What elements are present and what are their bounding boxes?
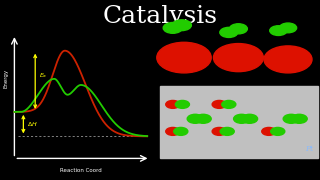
Text: Energy: Energy: [4, 69, 9, 88]
Text: Catalysis: Catalysis: [102, 5, 218, 28]
Circle shape: [174, 127, 188, 135]
Circle shape: [234, 114, 250, 123]
Circle shape: [222, 100, 236, 108]
Circle shape: [262, 127, 276, 135]
Circle shape: [157, 42, 211, 73]
Circle shape: [187, 114, 203, 123]
Bar: [160, 86, 318, 158]
Circle shape: [175, 100, 189, 108]
Circle shape: [279, 23, 297, 33]
Circle shape: [212, 100, 226, 108]
Circle shape: [179, 26, 184, 29]
Circle shape: [283, 114, 299, 123]
Circle shape: [172, 20, 191, 31]
Circle shape: [271, 127, 285, 135]
Circle shape: [166, 100, 180, 108]
Circle shape: [270, 26, 287, 35]
Circle shape: [220, 127, 234, 135]
Circle shape: [286, 29, 290, 31]
Circle shape: [227, 33, 231, 36]
Text: Reaction Coord: Reaction Coord: [60, 168, 102, 173]
Circle shape: [276, 31, 281, 34]
Circle shape: [163, 22, 182, 33]
Circle shape: [236, 30, 241, 32]
Circle shape: [212, 127, 226, 135]
Circle shape: [166, 127, 180, 135]
Circle shape: [213, 44, 263, 72]
Circle shape: [242, 114, 258, 123]
Circle shape: [229, 24, 247, 34]
Circle shape: [220, 27, 238, 37]
Text: Pt: Pt: [305, 145, 314, 153]
Circle shape: [195, 114, 211, 123]
Text: $E_a$: $E_a$: [39, 71, 47, 80]
Text: $\Delta H$: $\Delta H$: [27, 120, 37, 128]
Circle shape: [291, 114, 307, 123]
Circle shape: [171, 29, 175, 31]
Circle shape: [264, 46, 312, 73]
